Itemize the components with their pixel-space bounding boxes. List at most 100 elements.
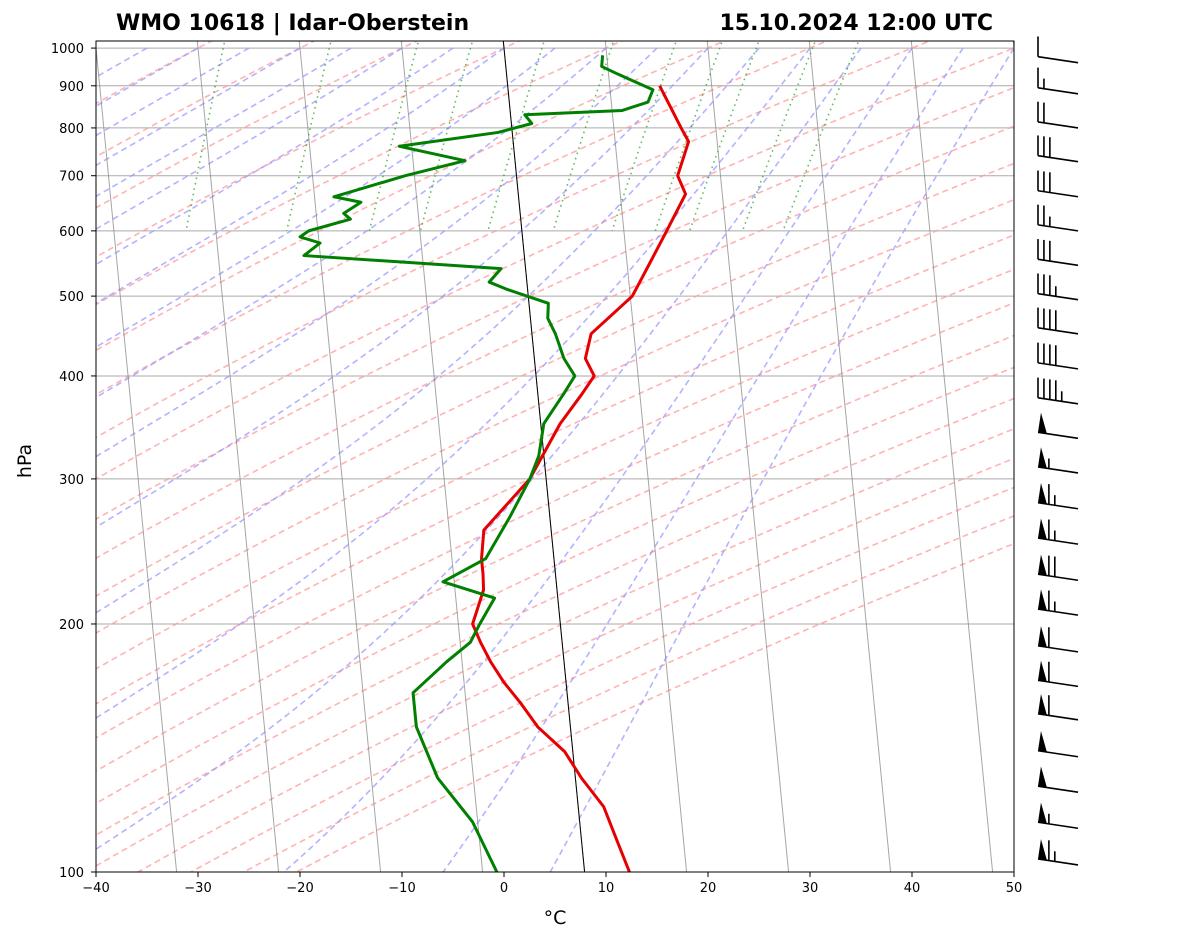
wind-barb xyxy=(1037,307,1079,335)
moist-adiabat xyxy=(96,47,403,231)
wind-barb xyxy=(1037,273,1079,301)
x-tick-label: 30 xyxy=(802,881,819,896)
mixing-ratio-line xyxy=(741,41,817,232)
y-tick-label: 800 xyxy=(59,122,84,137)
isotherm-line xyxy=(706,41,790,872)
x-tick-label: 50 xyxy=(1006,881,1023,896)
moist-adiabat xyxy=(442,47,964,872)
dewpoint-line xyxy=(298,55,655,872)
isotherm-line xyxy=(96,42,178,872)
dry-adiabat xyxy=(96,234,1014,670)
moist-adiabat xyxy=(96,47,607,399)
x-tick-label: −20 xyxy=(286,881,313,896)
sounding-series xyxy=(298,55,691,872)
y-tick-label: 300 xyxy=(59,473,84,488)
y-tick-label: 100 xyxy=(59,866,84,881)
dry-adiabat xyxy=(96,86,1014,521)
wind-barb xyxy=(1037,482,1079,510)
y-tick-label: 200 xyxy=(59,618,84,633)
plot-area xyxy=(96,41,1014,872)
mixing-ratio-line xyxy=(487,41,545,232)
wind-barb xyxy=(1037,589,1079,616)
dry-adiabat xyxy=(96,41,829,396)
wind-barb xyxy=(1037,626,1079,653)
isotherm-line xyxy=(808,41,892,872)
wind-barb xyxy=(1037,802,1079,830)
y-tick-label: 900 xyxy=(59,80,84,95)
wind-barb xyxy=(1037,170,1079,198)
moist-adiabat xyxy=(549,47,1014,872)
dry-adiabat xyxy=(96,268,1014,705)
moist-adiabat xyxy=(96,47,709,529)
dry-adiabat xyxy=(96,162,1014,598)
moist-adiabat xyxy=(283,47,913,872)
moist-adiabat xyxy=(96,47,862,851)
isotherm-line xyxy=(298,41,382,872)
isotherm-line xyxy=(196,41,280,872)
moist-adiabat xyxy=(96,47,556,348)
x-tick-label: 10 xyxy=(598,881,615,896)
mixing-ratio-line xyxy=(782,41,860,232)
dry-adiabat xyxy=(96,302,1014,739)
wind-barb xyxy=(1037,554,1079,582)
x-axis-label: °C xyxy=(544,907,567,929)
moist-adiabat xyxy=(96,47,454,266)
wind-barb xyxy=(1037,447,1079,474)
zero-degree-isotherm xyxy=(502,41,586,872)
plot-frame xyxy=(95,40,1015,873)
y-tick-label: 500 xyxy=(59,290,84,305)
x-tick-label: −30 xyxy=(184,881,211,896)
dry-adiabat xyxy=(242,515,1014,872)
isotherm-line xyxy=(910,41,994,872)
wind-barb xyxy=(1037,239,1079,267)
y-axis-ticks: 1000 900 800 700 600 500 400 300 200 100 xyxy=(51,42,96,881)
moist-adiabat xyxy=(96,47,505,305)
chart-title-station: WMO 10618 | Idar-Oberstein xyxy=(116,11,469,36)
wind-barb xyxy=(1037,342,1079,370)
y-tick-label: 600 xyxy=(59,225,84,240)
dry-adiabat xyxy=(96,41,727,352)
dry-adiabats xyxy=(96,41,1014,872)
wind-barb xyxy=(1037,518,1079,545)
dry-adiabat xyxy=(96,47,1014,480)
x-tick-label: 0 xyxy=(500,881,508,896)
temperature-line xyxy=(471,85,691,872)
moist-adiabat xyxy=(96,47,811,719)
wind-barb xyxy=(1037,839,1079,866)
y-axis-label: hPa xyxy=(14,444,36,478)
wind-barb xyxy=(1037,377,1079,405)
wind-barb xyxy=(1037,660,1079,688)
mixing-ratio-line xyxy=(552,41,615,232)
dry-adiabat xyxy=(96,41,419,209)
wind-barb xyxy=(1037,204,1079,232)
wind-barb xyxy=(1037,730,1079,758)
moist-adiabats xyxy=(96,47,1014,872)
dry-adiabat xyxy=(96,427,1014,867)
dry-adiabat xyxy=(136,457,1014,872)
wind-barb xyxy=(1037,67,1079,95)
chart-title-datetime: 15.10.2024 12:00 UTC xyxy=(719,11,993,36)
y-tick-label: 700 xyxy=(59,170,84,185)
x-tick-label: −40 xyxy=(82,881,109,896)
wind-barb xyxy=(1037,766,1079,793)
dry-adiabat xyxy=(96,41,624,306)
moist-adiabat xyxy=(96,47,352,198)
wind-barb xyxy=(1037,412,1079,440)
y-tick-label: 400 xyxy=(59,370,84,385)
wind-barbs xyxy=(1037,36,1079,866)
dry-adiabat xyxy=(96,41,214,105)
wind-barb xyxy=(1037,135,1079,163)
dry-adiabat xyxy=(96,41,932,439)
dry-adiabat xyxy=(96,125,1014,560)
x-axis-ticks: −40 −30 −20 −10 0 10 20 30 40 50 xyxy=(82,872,1022,896)
isotherm-line xyxy=(400,41,484,872)
x-tick-label: 20 xyxy=(700,881,717,896)
wind-barb xyxy=(1037,101,1079,129)
wind-barb xyxy=(1037,694,1079,721)
dry-adiabat xyxy=(96,334,1014,772)
y-tick-label: 1000 xyxy=(51,42,84,57)
dry-adiabat xyxy=(96,41,522,258)
isotherm-line xyxy=(604,41,688,872)
